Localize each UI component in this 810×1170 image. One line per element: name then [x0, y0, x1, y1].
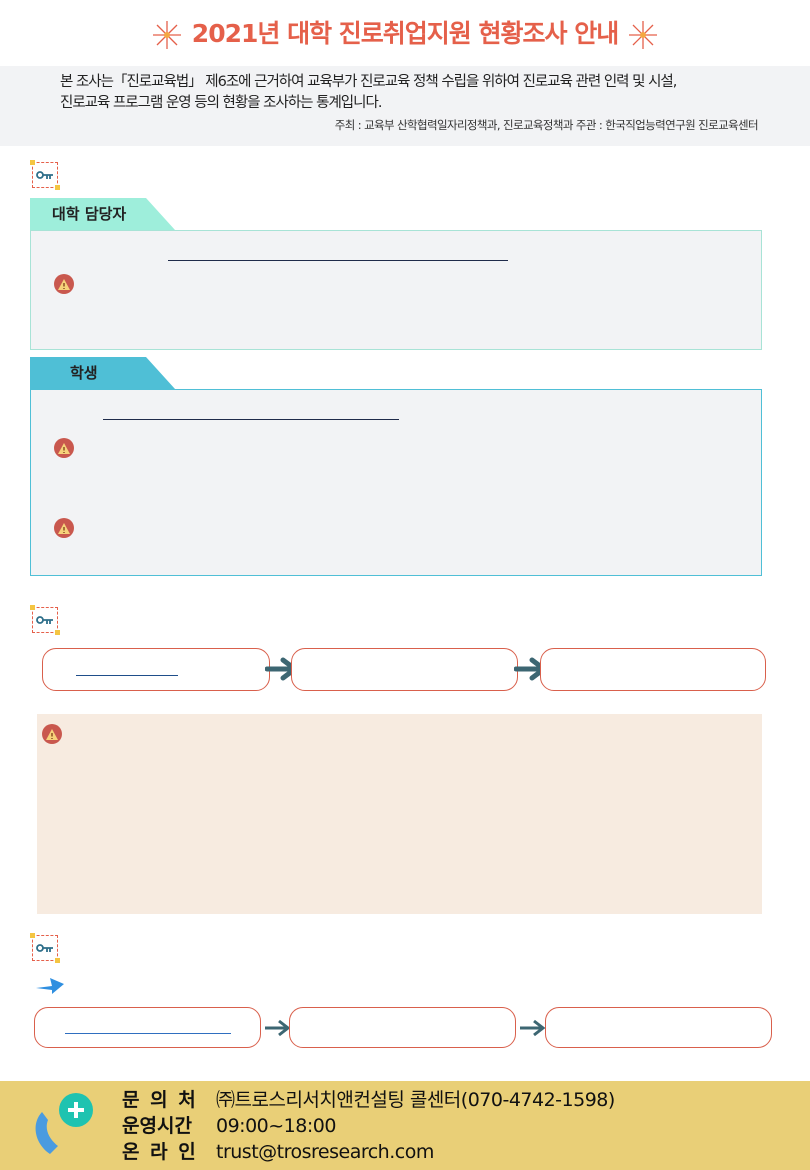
flow-step — [545, 1007, 772, 1048]
tab-label: 대학 담당자 — [52, 205, 127, 223]
flow-step — [540, 648, 766, 691]
arrow-right-icon — [520, 1019, 546, 1037]
contact-footer — [0, 1081, 810, 1170]
underline — [103, 419, 399, 420]
title-text: 2021년 대학 진로취업지원 현황조사 안내 — [191, 19, 619, 48]
email-link[interactable]: trust@trosresearch.com — [216, 1141, 434, 1163]
key-icon — [30, 160, 60, 190]
warning-icon — [54, 438, 74, 458]
burst-icon — [629, 21, 658, 49]
online-label: 온 라 인 — [122, 1141, 198, 1163]
intro-line: 본 조사는「진로교육법」 제6조에 근거하여 교육부가 진로교육 정책 수립을 … — [60, 74, 677, 90]
arrow-right-icon — [265, 1019, 291, 1037]
flow-step — [289, 1007, 516, 1048]
flow-step — [42, 648, 270, 691]
organizers: 주최 : 교육부 산학협력일자리정책과, 진로교육정책과 주관 : 한국직업능력… — [334, 118, 759, 132]
staff-section — [30, 230, 762, 350]
phone-icon — [35, 1093, 93, 1154]
tab-label: 학생 — [70, 364, 98, 382]
intro-line: 진로교육 프로그램 운영 등의 현황을 조사하는 통계입니다. — [60, 95, 382, 111]
contact-value: ㈜트로스리서치앤컨설팅 콜센터(070-4742-1598) — [216, 1089, 615, 1111]
intro-band: 본 조사는「진로교육법」 제6조에 근거하여 교육부가 진로교육 정책 수립을 … — [0, 66, 810, 146]
contact-label: 문 의 처 — [122, 1089, 198, 1111]
underline — [65, 1033, 231, 1034]
notice-box — [37, 714, 762, 914]
hours-row: 운영시간 09:00~18:00 — [122, 1115, 336, 1137]
arrow-right-icon — [36, 978, 64, 994]
burst-icon — [152, 21, 181, 49]
tab-staff: 대학 담당자 — [30, 198, 175, 230]
contact-row: 문 의 처 ㈜트로스리서치앤컨설팅 콜센터(070-4742-1598) — [122, 1089, 615, 1111]
flow-step — [291, 648, 518, 691]
underline — [168, 260, 508, 261]
warning-icon — [54, 274, 74, 294]
key-icon — [30, 933, 60, 963]
online-row: 온 라 인 trust@trosresearch.com — [122, 1141, 434, 1163]
intro-text: 본 조사는「진로교육법」 제6조에 근거하여 교육부가 진로교육 정책 수립을 … — [60, 72, 758, 114]
tab-student: 학생 — [30, 357, 175, 389]
page-title: 2021년 대학 진로취업지원 현황조사 안내 — [0, 18, 810, 50]
warning-icon — [54, 518, 74, 538]
student-section — [30, 389, 762, 576]
flow-step — [34, 1007, 261, 1048]
key-icon — [30, 605, 60, 635]
warning-icon — [42, 724, 62, 744]
hours-label: 운영시간 — [122, 1115, 192, 1137]
plus-icon — [68, 1102, 84, 1118]
underline — [76, 675, 178, 676]
hours-value: 09:00~18:00 — [216, 1115, 336, 1137]
